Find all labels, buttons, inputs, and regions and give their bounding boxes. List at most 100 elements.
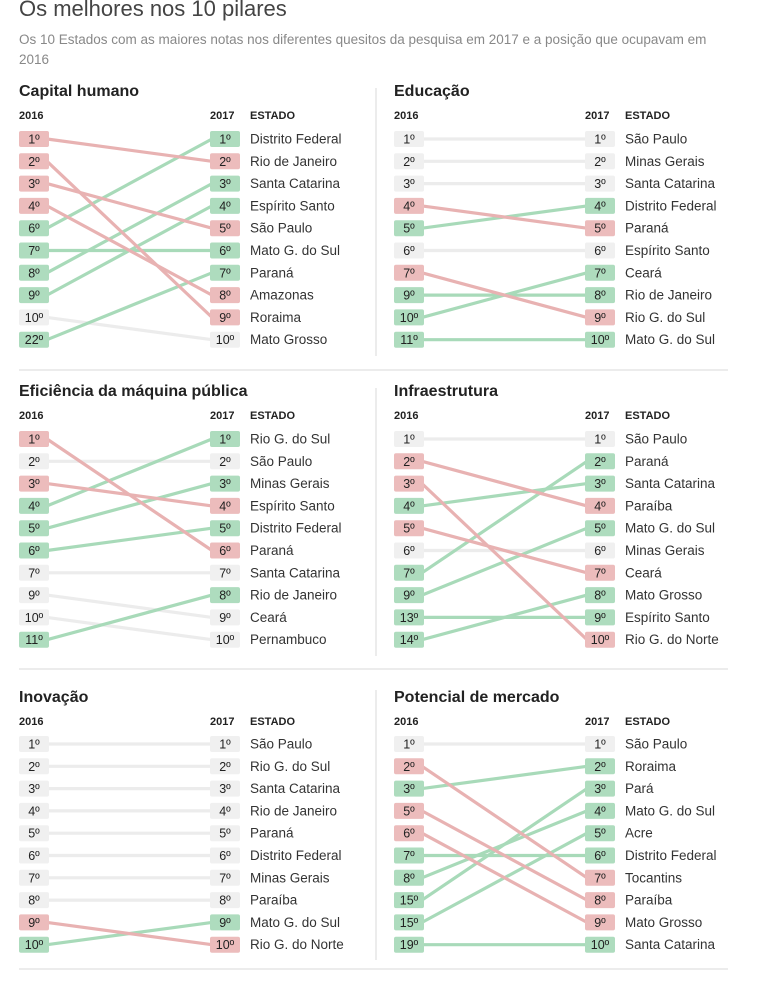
state-name: Minas Gerais — [250, 870, 330, 885]
chart-panel: Eficiência da máquina pública 2016 2017 EST… — [19, 383, 342, 648]
rank-2017-badge — [585, 287, 615, 304]
rank-change-line — [45, 271, 214, 342]
rank-change-line — [420, 204, 589, 230]
state-name: Santa Catarina — [250, 565, 341, 580]
rank-2016-badge — [394, 153, 424, 170]
rank-2016-label: 10º — [25, 938, 44, 952]
rank-2016-label: 15º — [400, 916, 419, 930]
column-header-2017: 2017 — [585, 410, 609, 422]
rank-2017-badge — [210, 453, 240, 470]
rank-2017-badge — [585, 153, 615, 170]
rank-2016-label: 6º — [28, 849, 40, 863]
rank-2016-label: 6º — [403, 827, 415, 841]
rank-2016-badge — [394, 758, 424, 775]
chart-title: Educação — [394, 83, 470, 100]
state-name: Santa Catarina — [250, 781, 341, 796]
chart-panel: Capital humano 2016 2017 ESTADO 1º 2º 3º 4º 6º 7º… — [19, 83, 342, 348]
rank-2016-label: 1º — [28, 133, 40, 147]
rank-2016-badge — [19, 520, 49, 537]
rank-2017-label: 9º — [594, 311, 606, 325]
rank-2016-label: 10º — [25, 311, 44, 325]
rank-2017-badge — [585, 264, 615, 281]
rank-2016-label: 7º — [28, 871, 40, 885]
rank-2016-badge — [19, 609, 49, 626]
state-name: Paraíba — [625, 498, 673, 513]
rank-2016-badge — [19, 242, 49, 259]
rank-2016-label: 6º — [403, 544, 415, 558]
rank-2016-label: 6º — [28, 222, 40, 236]
rank-2017-label: 8º — [219, 589, 231, 603]
rank-change-line — [420, 482, 589, 642]
rank-2016-label: 5º — [28, 522, 40, 536]
rank-2016-label: 1º — [403, 133, 415, 147]
rank-2016-label: 1º — [403, 738, 415, 752]
column-header-estado: ESTADO — [625, 716, 670, 728]
rank-change-line — [45, 615, 214, 642]
column-header-2017: 2017 — [585, 110, 609, 122]
chart-title: Inovação — [19, 689, 89, 706]
rank-2016-badge — [394, 564, 424, 581]
rank-2017-label: 2º — [219, 155, 231, 169]
rank-2016-badge — [19, 736, 49, 752]
rank-2016-badge — [394, 497, 424, 514]
rank-2016-label: 3º — [403, 177, 415, 191]
rank-2016-label: 3º — [403, 782, 415, 796]
rank-2017-badge — [585, 825, 615, 842]
rank-2016-badge — [19, 825, 49, 842]
rank-2017-badge — [210, 564, 240, 581]
rank-2016-badge — [394, 220, 424, 237]
rank-2017-label: 10º — [591, 633, 610, 647]
rank-2017-badge — [585, 431, 615, 447]
rank-2017-label: 10º — [216, 333, 235, 347]
rank-2016-label: 13º — [400, 611, 419, 625]
rank-change-line — [45, 920, 214, 947]
rank-2016-badge — [19, 220, 49, 237]
state-name: Espírito Santo — [250, 498, 335, 513]
rank-2017-badge — [585, 802, 615, 819]
rank-change-line — [45, 437, 214, 508]
rank-2016-badge — [19, 475, 49, 492]
state-name: Rio G. do Norte — [250, 937, 344, 952]
rank-2017-label: 2º — [594, 155, 606, 169]
state-name: Espírito Santo — [250, 198, 335, 213]
state-name: Santa Catarina — [625, 176, 716, 191]
rank-2017-badge — [210, 220, 240, 237]
rank-2016-badge — [394, 331, 424, 348]
rank-2017-label: 6º — [594, 849, 606, 863]
state-name: Rio de Janeiro — [250, 803, 337, 818]
rank-2017-label: 1º — [219, 738, 231, 752]
rank-2017-label: 4º — [219, 499, 231, 513]
rank-2016-label: 11º — [25, 633, 43, 647]
rank-2017-badge — [210, 131, 240, 147]
rank-2017-badge — [585, 131, 615, 147]
rank-2016-badge — [394, 264, 424, 281]
rank-2017-label: 3º — [594, 477, 606, 491]
column-header-2017: 2017 — [210, 410, 234, 422]
rank-2017-badge — [210, 936, 240, 953]
state-name: São Paulo — [625, 737, 687, 752]
state-name: Mato G. do Sul — [625, 803, 715, 818]
state-name: São Paulo — [250, 221, 312, 236]
column-header-2016: 2016 — [394, 716, 418, 728]
chart-title: Infraestrutura — [394, 383, 498, 400]
state-name: Paraná — [250, 826, 294, 841]
rank-2017-badge — [210, 631, 240, 648]
rank-2016-badge — [19, 936, 49, 953]
rank-change-line — [420, 482, 589, 508]
rank-change-line — [45, 315, 214, 342]
state-name: Distrito Federal — [625, 198, 717, 213]
rank-2017-label: 10º — [216, 938, 235, 952]
rank-2017-badge — [210, 497, 240, 514]
rank-2017-label: 1º — [594, 738, 606, 752]
rank-2017-label: 5º — [594, 222, 606, 236]
rank-2016-label: 9º — [28, 589, 40, 603]
rank-2016-label: 5º — [28, 827, 40, 841]
state-name: Ceará — [625, 565, 662, 580]
rank-change-line — [420, 809, 589, 902]
rank-2017-badge — [585, 197, 615, 214]
state-name: São Paulo — [625, 432, 687, 447]
rank-2016-badge — [19, 497, 49, 514]
rank-2016-label: 6º — [28, 544, 40, 558]
rank-2017-label: 7º — [219, 566, 231, 580]
rank-2016-label: 4º — [28, 499, 40, 513]
